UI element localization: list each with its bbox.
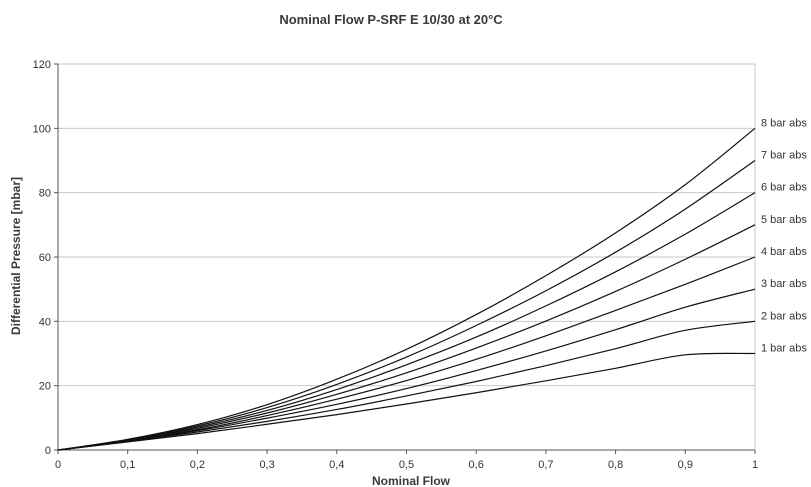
series-label: 8 bar abs <box>761 117 807 129</box>
series-label: 4 bar abs <box>761 246 807 258</box>
x-tick-label: 0,7 <box>538 459 553 471</box>
series-label: 1 bar abs <box>761 343 807 355</box>
series-label: 2 bar abs <box>761 310 807 322</box>
series-labels: 1 bar abs 2 bar abs 3 bar abs 4 bar abs 5 ba… <box>761 117 807 354</box>
x-tick-label: 0 <box>55 459 61 471</box>
series-line <box>57 224 756 451</box>
x-tick-label: 0,4 <box>329 459 344 471</box>
y-tick-label: 120 <box>33 59 51 71</box>
x-tick-label: 0,2 <box>190 459 205 471</box>
x-tick-label: 0,6 <box>469 459 484 471</box>
y-tick-label: 20 <box>39 381 51 393</box>
y-tick-label: 100 <box>33 123 51 135</box>
x-tick-label: 0,5 <box>399 459 414 471</box>
series-line <box>57 127 756 451</box>
series-label: 6 bar abs <box>761 182 807 194</box>
y-tick-label: 60 <box>39 252 51 264</box>
y-axis-title: Differential Pressure [mbar] <box>9 177 23 335</box>
series-line <box>57 256 756 451</box>
x-axis-title: Nominal Flow <box>372 474 451 487</box>
series-line <box>57 192 756 451</box>
x-tick-label: 0,3 <box>259 459 274 471</box>
gridlines <box>58 63 755 387</box>
y-tick-label: 40 <box>39 316 51 328</box>
y-tick-label: 0 <box>45 445 51 457</box>
series-line <box>57 352 756 451</box>
y-axis-ticks: 0 20 40 60 80 100 120 <box>33 59 58 457</box>
series-label: 3 bar abs <box>761 278 807 290</box>
series-line <box>57 160 756 451</box>
x-tick-label: 0,8 <box>608 459 623 471</box>
x-axis-ticks: 0 0,1 0,2 0,3 0,4 0,5 0,6 0,7 0,8 0,9 1 <box>55 450 758 471</box>
series-label: 5 bar abs <box>761 214 807 226</box>
series-label: 7 bar abs <box>761 150 807 162</box>
x-tick-label: 0,9 <box>678 459 693 471</box>
series-line <box>57 288 756 451</box>
chart-title: Nominal Flow P-SRF E 10/30 at 20°C <box>279 12 503 27</box>
x-tick-label: 0,1 <box>120 459 135 471</box>
x-tick-label: 1 <box>752 459 758 471</box>
y-tick-label: 80 <box>39 188 51 200</box>
series-lines <box>57 127 756 451</box>
series-line <box>57 320 756 451</box>
